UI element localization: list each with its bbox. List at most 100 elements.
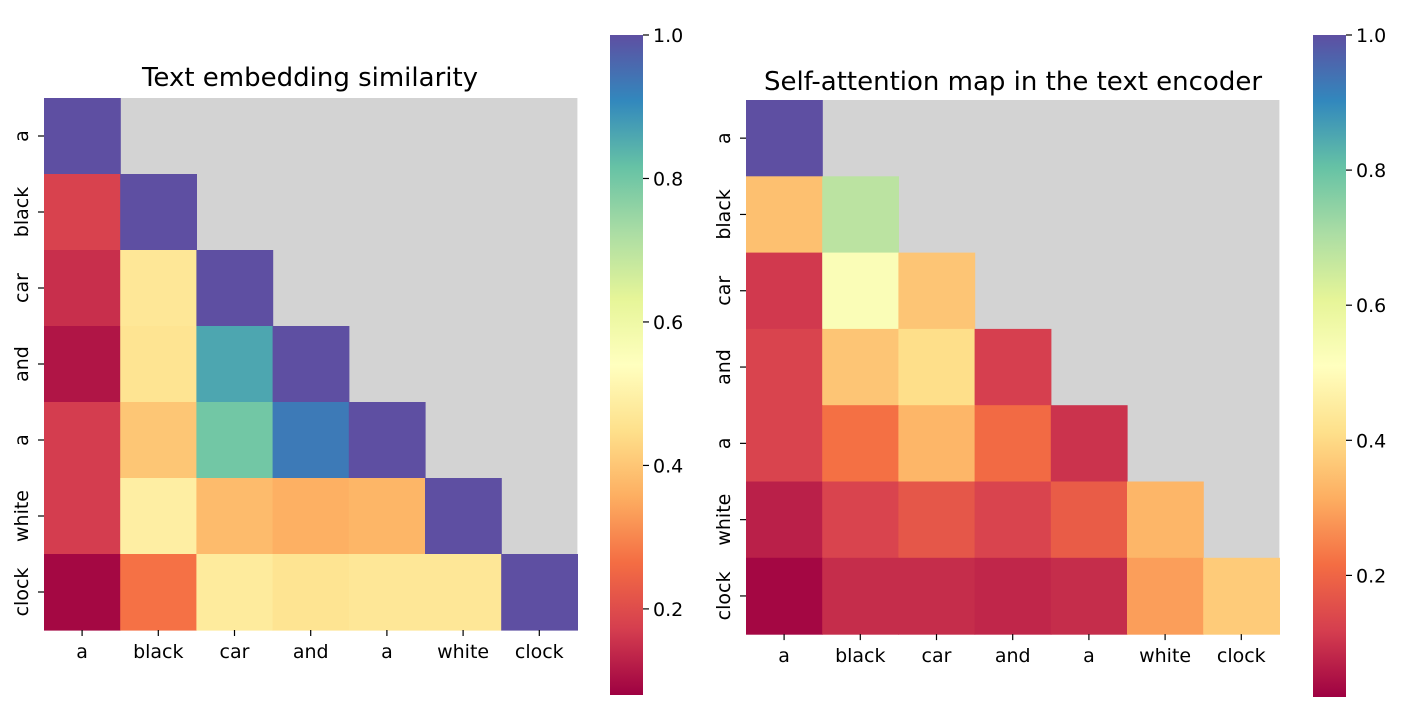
heatmap-panel-right: Self-attention map in the text encoder a… [713, 25, 1386, 697]
colorbar-gradient-left [610, 35, 643, 695]
heatmap-cell [746, 176, 823, 254]
heatmap-cell [272, 402, 350, 479]
heatmap-axes-left: a black car and a white clock a black car and a whit… [11, 130, 564, 663]
colorbar-tick-label: 0.6 [1356, 295, 1386, 317]
y-tick-label: car [713, 276, 735, 306]
heatmap-cell [822, 176, 899, 254]
heatmap-cell [348, 554, 426, 631]
y-tick-label: clock [11, 568, 33, 617]
chart-title-right: Self-attention map in the text encoder [764, 67, 1262, 97]
x-tick-label: a [1083, 645, 1095, 667]
heatmap-cell [1127, 557, 1204, 635]
y-tick-label: and [11, 346, 33, 382]
colorbar-tick-label: 0.8 [1356, 160, 1386, 182]
heatmap-axes-right: a black car and a white clock a black car and a whit… [713, 132, 1266, 667]
heatmap-cell [746, 328, 823, 406]
x-tick-label: a [76, 641, 88, 663]
heatmap-cell [501, 554, 578, 631]
heatmap-cell [1050, 405, 1128, 483]
y-tick-label: a [11, 434, 33, 446]
heatmap-cell [272, 478, 350, 555]
y-tick-label: black [713, 189, 735, 239]
heatmap-cell [272, 554, 350, 631]
heatmap-cell [974, 405, 1052, 483]
heatmap-cell [822, 328, 899, 406]
y-tick-label: a [11, 130, 33, 142]
y-tick-label: white [11, 490, 33, 542]
heatmap-cell [746, 557, 823, 635]
heatmap-cell [44, 326, 121, 403]
x-tick-label: car [922, 645, 952, 667]
colorbar-ticks-right: 0.2 0.4 0.6 0.8 1.0 [1346, 25, 1386, 587]
y-tick-label: a [713, 132, 735, 144]
heatmap-cell [822, 481, 899, 559]
heatmap-cell [196, 554, 274, 631]
heatmap-cell [898, 252, 976, 330]
y-tick-label: black [11, 187, 33, 237]
heatmap-cell [822, 252, 899, 330]
x-tick-label: white [437, 641, 489, 663]
heatmap-cell [898, 481, 976, 559]
x-tick-label: car [220, 641, 250, 663]
heatmap-cell [348, 478, 426, 555]
x-tick-label: black [835, 645, 885, 667]
heatmap-cell [746, 405, 823, 483]
heatmap-cell [898, 557, 976, 635]
y-tick-label: clock [713, 572, 735, 621]
heatmap-cell [974, 328, 1052, 406]
heatmap-cell [1127, 481, 1204, 559]
colorbar-tick-label: 0.4 [653, 455, 683, 477]
heatmap-cell [425, 554, 502, 631]
heatmap-cell [44, 554, 121, 631]
heatmap-cell [272, 326, 350, 403]
x-tick-label: clock [515, 641, 564, 663]
colorbar-tick-label: 0.2 [1356, 565, 1386, 587]
heatmap-cell [348, 402, 426, 479]
x-tick-label: and [293, 641, 329, 663]
heatmap-cell [746, 252, 823, 330]
heatmap-cell [898, 405, 976, 483]
heatmap-panel-left: Text embedding similarity a black car and a w… [11, 25, 683, 695]
heatmap-cell [44, 98, 121, 175]
heatmap-cell [196, 402, 274, 479]
heatmap-cell [44, 402, 121, 479]
heatmap-cell [746, 481, 823, 559]
heatmap-cell [120, 554, 197, 631]
heatmap-cell [120, 478, 197, 555]
x-tick-label: white [1139, 645, 1191, 667]
x-tick-label: a [381, 641, 393, 663]
heatmap-cell [196, 250, 274, 327]
heatmap-cell [120, 174, 197, 251]
heatmap-cell [898, 328, 976, 406]
y-tick-label: white [713, 494, 735, 546]
heatmap-cell [974, 481, 1052, 559]
heatmap-cell [1203, 557, 1280, 635]
colorbar-left: 0.2 0.4 0.6 0.8 1.0 [610, 25, 683, 695]
x-tick-label: black [133, 641, 183, 663]
heatmap-cell [1050, 481, 1128, 559]
x-tick-label: clock [1217, 645, 1266, 667]
heatmap-cells-right [746, 100, 1280, 635]
colorbar-tick-label: 1.0 [1356, 25, 1386, 47]
colorbar-tick-label: 0.2 [653, 599, 683, 621]
colorbar-tick-label: 0.4 [1356, 430, 1386, 452]
chart-title-left: Text embedding similarity [141, 63, 478, 93]
x-tick-label: and [995, 645, 1031, 667]
heatmap-cell [822, 405, 899, 483]
y-tick-label: car [11, 273, 33, 303]
heatmap-cell [120, 326, 197, 403]
x-tick-label: a [778, 645, 790, 667]
colorbar-tick-label: 0.8 [653, 168, 683, 190]
heatmap-cell [822, 557, 899, 635]
colorbar-gradient-right [1313, 35, 1346, 697]
heatmap-cell [44, 478, 121, 555]
heatmap-cell [746, 100, 823, 177]
heatmap-cell [120, 250, 197, 327]
heatmap-cell [1050, 557, 1128, 635]
heatmap-cell [44, 250, 121, 327]
colorbar-ticks-left: 0.2 0.4 0.6 0.8 1.0 [643, 25, 683, 621]
heatmap-cell [425, 478, 502, 555]
y-tick-label: and [713, 349, 735, 385]
heatmap-cell [196, 478, 274, 555]
